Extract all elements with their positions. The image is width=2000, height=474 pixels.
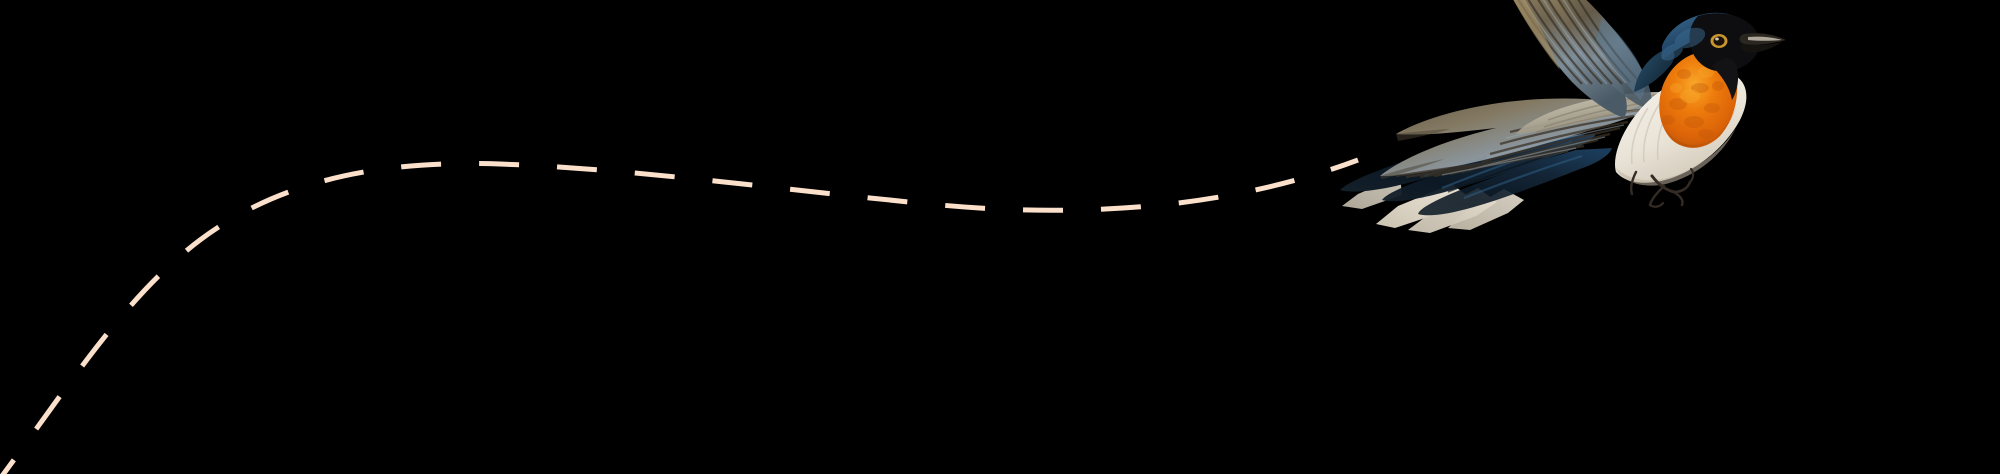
dashed-flight-trail bbox=[0, 157, 1359, 474]
